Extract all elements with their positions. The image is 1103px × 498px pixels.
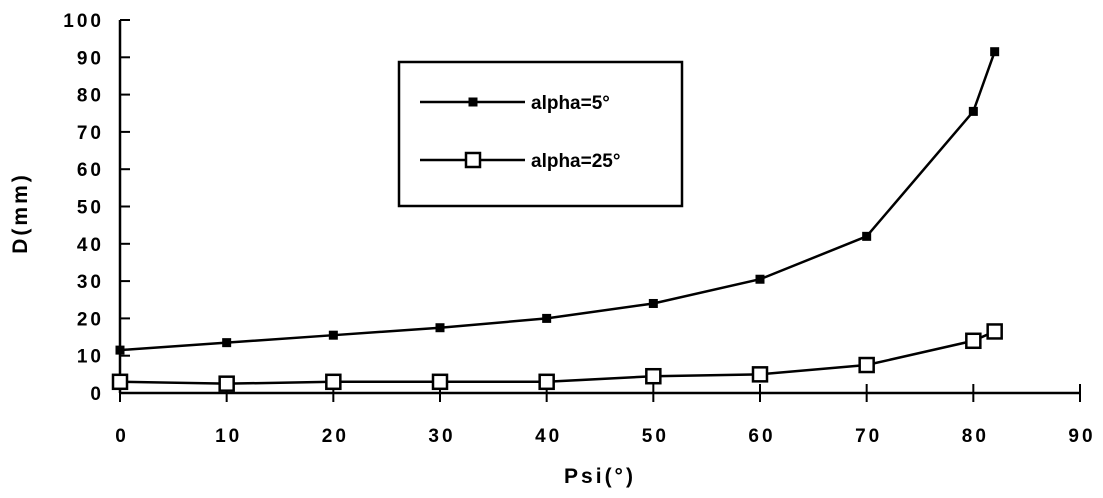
- data-point: [858, 356, 875, 374]
- y-tick-label: 10: [77, 347, 104, 368]
- y-axis-ticks: 0 10 20 30 40 50 60 70 80 90 100: [63, 11, 130, 405]
- y-axis-title: D(mm): [9, 172, 32, 254]
- data-point: [968, 106, 978, 116]
- legend-entry: alpha=5°: [420, 93, 610, 114]
- legend: alpha=5° alpha=25°: [397, 60, 684, 208]
- legend-entry: alpha=25°: [420, 151, 620, 172]
- x-tick-label: 80: [962, 426, 989, 447]
- series-2: [111, 323, 1003, 392]
- y-tick-label: 60: [77, 160, 104, 181]
- data-point: [111, 373, 129, 391]
- x-tick-label: 50: [642, 426, 669, 447]
- data-point: [538, 373, 555, 391]
- legend-box: [397, 60, 684, 208]
- y-tick-label: 30: [77, 272, 104, 293]
- x-tick-label: 20: [322, 426, 349, 447]
- legend-marker: [464, 151, 482, 169]
- data-point: [431, 373, 449, 391]
- series-line: [119, 330, 996, 385]
- y-tick-label: 90: [77, 48, 104, 69]
- y-tick-label: 100: [63, 11, 104, 32]
- data-point: [328, 330, 338, 340]
- x-tick-label: 70: [855, 426, 882, 447]
- y-tick-label: 40: [77, 235, 104, 256]
- data-point: [648, 298, 658, 308]
- x-tick-label: 0: [115, 426, 129, 447]
- series-line: [119, 51, 996, 352]
- x-tick-label: 90: [1068, 426, 1095, 447]
- y-tick-label: 50: [77, 198, 104, 219]
- x-tick-label: 30: [428, 426, 455, 447]
- data-point: [218, 375, 235, 392]
- y-tick-label: 20: [77, 309, 104, 330]
- y-tick-label: 0: [90, 384, 104, 405]
- data-point: [325, 373, 342, 391]
- data-point: [115, 345, 125, 355]
- data-point: [990, 47, 1000, 57]
- data-point: [755, 274, 765, 284]
- y-tick-label: 70: [77, 123, 104, 144]
- data-point: [435, 323, 445, 333]
- legend-label: alpha=25°: [531, 151, 620, 172]
- data-point: [986, 323, 1003, 340]
- data-point: [542, 313, 552, 323]
- x-tick-label: 60: [748, 426, 775, 447]
- data-point: [965, 332, 982, 350]
- legend-marker: [468, 97, 478, 107]
- series-layer: [111, 47, 1003, 392]
- data-point: [222, 338, 232, 348]
- data-point: [751, 366, 769, 383]
- x-tick-label: 10: [215, 426, 242, 447]
- series-1: [115, 47, 1000, 355]
- x-axis-title: Psi(°): [564, 465, 636, 488]
- y-tick-label: 80: [77, 86, 104, 107]
- legend-label: alpha=5°: [531, 93, 610, 114]
- data-point: [645, 367, 662, 385]
- data-point: [862, 231, 872, 241]
- x-tick-label: 40: [535, 426, 562, 447]
